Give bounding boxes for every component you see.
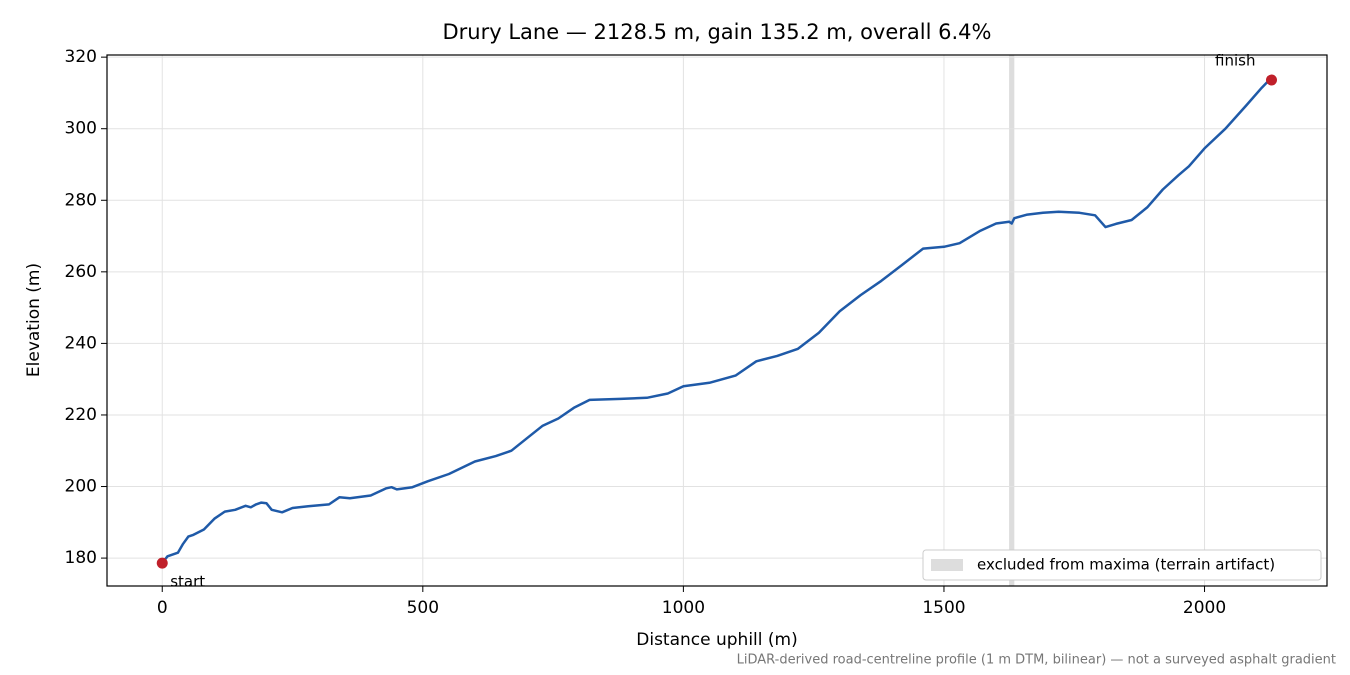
y-tick-label: 180 — [65, 548, 97, 568]
legend-box — [922, 549, 1322, 581]
legend-swatch — [931, 559, 963, 571]
x-tick-label: 500 — [407, 598, 439, 618]
x-tick-label: 0 — [157, 598, 168, 618]
y-tick-label: 240 — [65, 333, 97, 353]
excluded-span — [1009, 55, 1015, 586]
x-tick-label: 1500 — [922, 598, 965, 618]
y-axis-label: Elevation (m) — [24, 263, 44, 377]
x-tick-label: 2000 — [1183, 598, 1226, 618]
x-tick-label: 1000 — [662, 598, 705, 618]
annotation: start — [170, 573, 205, 591]
x-axis-label: Distance uphill (m) — [636, 630, 797, 650]
y-tick-label: 280 — [65, 190, 97, 210]
legend-label: excluded from maxima (terrain artifact) — [977, 556, 1275, 574]
footnote: LiDAR-derived road-centreline profile (1… — [737, 653, 1336, 668]
y-tick-label: 320 — [65, 47, 97, 67]
chart-title: Drury Lane — 2128.5 m, gain 135.2 m, ove… — [443, 20, 992, 44]
y-tick-label: 200 — [65, 477, 97, 497]
elevation-line — [161, 78, 1273, 564]
endpoint-marker — [156, 557, 168, 569]
y-tick-label: 260 — [65, 262, 97, 282]
y-tick-label: 300 — [65, 119, 97, 139]
annotation: finish — [1215, 52, 1255, 70]
y-tick-label: 220 — [65, 405, 97, 425]
plot-frame — [106, 54, 1328, 587]
endpoint-marker — [1265, 74, 1277, 86]
